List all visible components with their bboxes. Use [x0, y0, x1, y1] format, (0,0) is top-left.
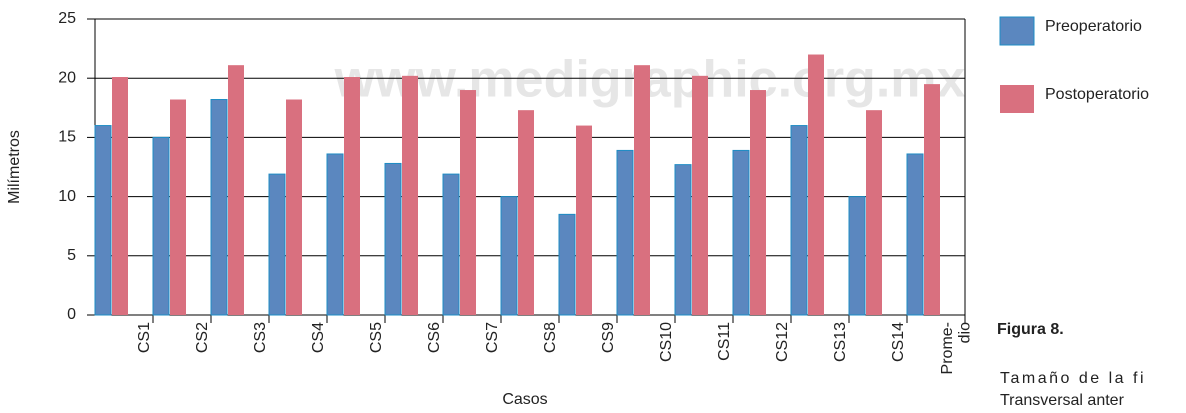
y-tick-label: 15 — [58, 129, 76, 146]
bar — [94, 125, 112, 316]
bar — [616, 149, 634, 316]
bar — [866, 110, 882, 315]
x-tick-label: Prome-dio — [939, 322, 974, 375]
bar — [790, 125, 808, 316]
bar — [732, 149, 750, 316]
bar — [442, 173, 460, 316]
x-tick-label: CS1 — [136, 322, 153, 353]
legend-swatch — [999, 16, 1035, 46]
legend-label: Postoperatorio — [1045, 86, 1149, 103]
caption-title: Figura 8. — [997, 321, 1064, 338]
bar — [924, 84, 940, 316]
bar — [112, 77, 128, 316]
bar — [268, 173, 286, 316]
bar — [500, 196, 518, 316]
x-tick-label: CS4 — [310, 322, 327, 353]
legend-label: Preoperatorio — [1045, 18, 1142, 35]
bar — [402, 75, 418, 315]
bar — [558, 213, 576, 316]
bar — [674, 164, 692, 316]
bar — [286, 99, 302, 316]
x-tick-label: CS7 — [484, 322, 501, 353]
y-tick-label: 20 — [58, 69, 76, 86]
x-tick-label: CS12 — [774, 322, 791, 362]
bar — [906, 153, 924, 316]
x-tick-label: CS9 — [600, 322, 617, 353]
x-tick-label: CS14 — [890, 322, 907, 362]
bar — [848, 196, 866, 316]
bar — [344, 77, 360, 316]
bar — [692, 75, 708, 315]
x-tick-label: CS10 — [658, 322, 675, 362]
bar — [152, 136, 170, 316]
x-tick-label: CS3 — [252, 322, 269, 353]
x-axis-label: Casos — [502, 391, 547, 408]
bar — [576, 125, 592, 315]
legend-swatch — [1000, 85, 1034, 113]
bar — [460, 90, 476, 315]
bar — [228, 65, 244, 316]
bar — [518, 110, 534, 315]
bar — [808, 54, 824, 316]
y-tick-label: 25 — [58, 10, 76, 27]
x-tick-label: CS6 — [426, 322, 443, 353]
caption-line: Transversal anter — [1000, 392, 1125, 409]
y-tick-label: 5 — [67, 247, 76, 264]
x-tick-label: CS5 — [368, 322, 385, 353]
y-axis-label: Milímetros — [6, 130, 23, 204]
y-tick-label: 10 — [58, 188, 76, 205]
x-tick-label: CS8 — [542, 322, 559, 353]
bar — [634, 65, 650, 316]
x-tick-label: CS11 — [716, 322, 733, 361]
x-tick-label: CS13 — [832, 322, 849, 362]
bar — [170, 99, 186, 316]
bar — [210, 99, 228, 316]
caption-line: Tamaño de la fi — [1000, 370, 1146, 387]
y-tick-label: 0 — [67, 306, 76, 323]
bar — [384, 162, 402, 316]
bar — [326, 153, 344, 316]
bar — [750, 90, 766, 315]
x-tick-label: CS2 — [194, 322, 211, 353]
